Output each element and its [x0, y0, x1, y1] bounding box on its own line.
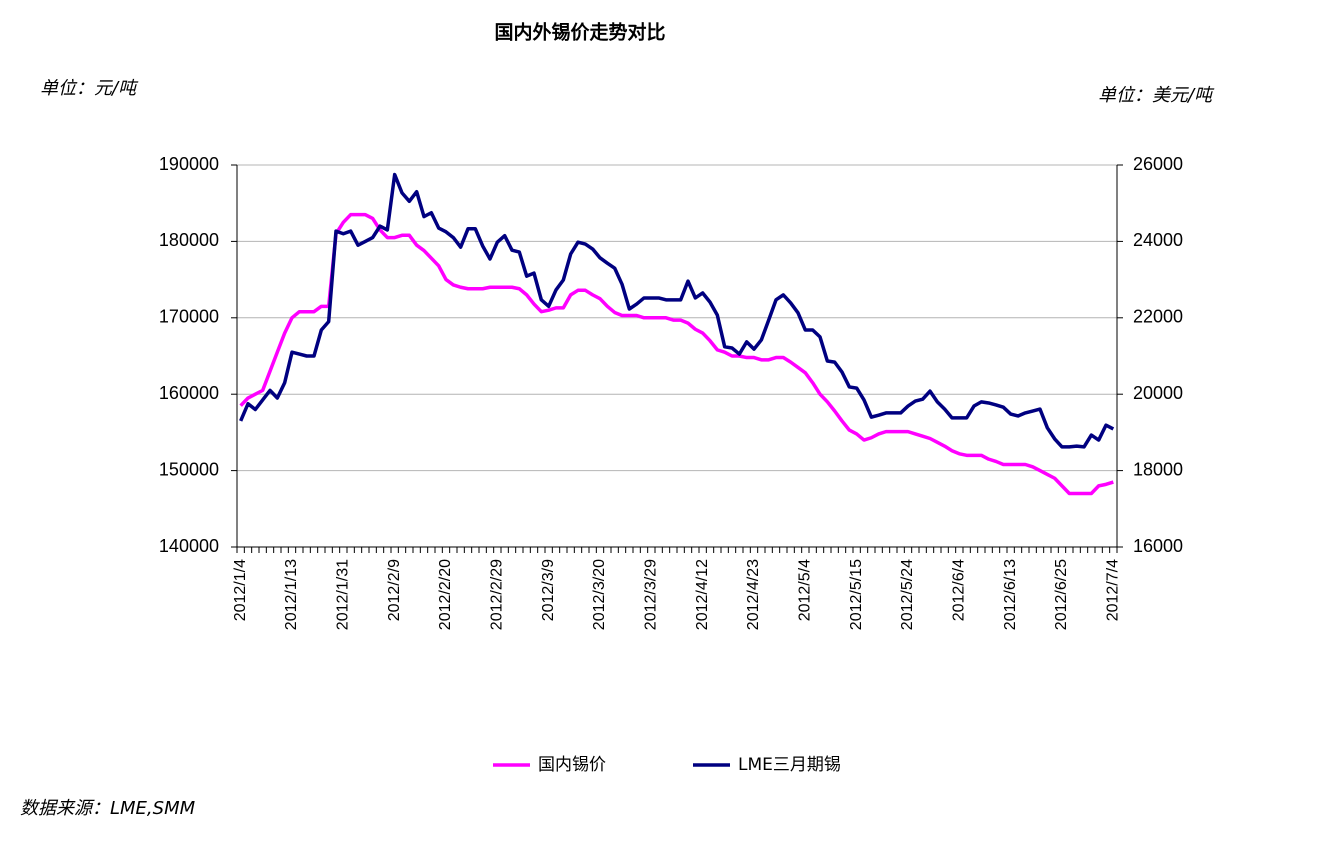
x-tick-label: 2012/1/4 — [232, 559, 249, 621]
x-tick-label: 2012/3/9 — [540, 559, 557, 621]
x-tick-label: 2012/4/23 — [745, 559, 762, 630]
legend-label: LME三月期锡 — [738, 755, 841, 775]
x-tick-label: 2012/4/12 — [694, 559, 711, 630]
y-tick-label: 160000 — [159, 383, 219, 403]
x-tick-label: 2012/2/29 — [489, 559, 506, 630]
x-tick-label: 2012/2/9 — [386, 559, 403, 621]
x-tick-label: 2012/5/4 — [797, 559, 814, 621]
x-tick-label: 2012/6/13 — [1002, 559, 1019, 630]
series-line — [239, 172, 1115, 449]
x-tick-label: 2012/7/4 — [1105, 559, 1122, 621]
chart-title: 国内外锡价走势对比 — [494, 21, 665, 44]
y-tick-label: 190000 — [159, 154, 219, 174]
y2-tick-label: 26000 — [1133, 154, 1183, 174]
x-tick-label: 2012/5/24 — [899, 559, 916, 630]
x-tick-label: 2012/3/20 — [591, 559, 608, 630]
y-tick-label: 150000 — [159, 459, 219, 479]
x-tick-label: 2012/5/15 — [848, 559, 865, 630]
y2-tick-label: 24000 — [1133, 230, 1183, 250]
y-tick-label: 170000 — [159, 307, 219, 327]
source-note: 数据来源：LME,SMM — [20, 798, 196, 819]
legend-label: 国内锡价 — [538, 755, 606, 775]
y2-tick-label: 18000 — [1133, 459, 1183, 479]
y-tick-label: 140000 — [159, 536, 219, 556]
y2-unit: 单位：美元/吨 — [1098, 85, 1215, 106]
x-tick-label: 2012/3/29 — [643, 559, 660, 630]
y2-tick-label: 20000 — [1133, 383, 1183, 403]
series-line — [239, 212, 1114, 496]
x-tick-label: 2012/6/4 — [951, 559, 968, 621]
x-tick-label: 2012/1/31 — [335, 559, 352, 630]
x-tick-label: 2012/6/25 — [1053, 559, 1070, 630]
x-tick-label: 2012/1/13 — [283, 559, 300, 630]
y2-tick-label: 22000 — [1133, 307, 1183, 327]
x-tick-label: 2012/2/20 — [437, 559, 454, 630]
y-tick-label: 180000 — [159, 230, 219, 250]
y-unit: 单位：元/吨 — [40, 78, 139, 99]
y2-tick-label: 16000 — [1133, 536, 1183, 556]
